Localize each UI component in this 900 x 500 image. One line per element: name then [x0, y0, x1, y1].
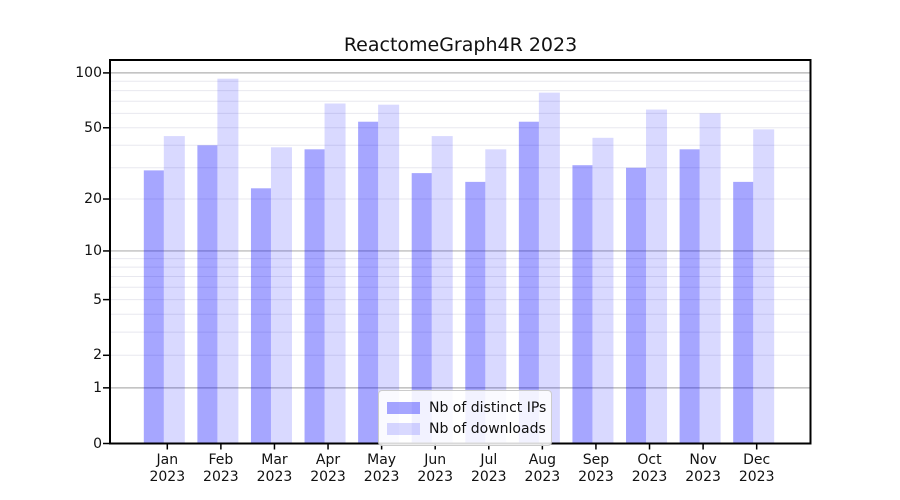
- bar-nb-of-downloads-nov-2023: [699, 113, 721, 444]
- x-tick-label-line: May: [367, 452, 397, 468]
- x-tick-label-sep-2023: Sep 2023: [564, 452, 628, 486]
- bar-nb-of-distinct-ips-may-2023: [358, 121, 379, 444]
- x-tick-label-line: 2023: [203, 469, 239, 485]
- legend-label-downloads: Nb of downloads: [429, 420, 546, 437]
- x-tick-label-nov-2023: Nov 2023: [671, 452, 735, 486]
- x-tick-label-line: Dec: [743, 452, 771, 468]
- x-tick-label-line: Jul: [480, 452, 498, 468]
- bar-nb-of-distinct-ips-aug-2023: [518, 121, 539, 444]
- bar-nb-of-downloads-sep-2023: [592, 137, 614, 444]
- legend-item-downloads: Nb of downloads: [387, 418, 546, 439]
- x-tick-label-line: 2023: [578, 469, 614, 485]
- x-tick-label-line: 2023: [470, 469, 507, 485]
- bar-nb-of-downloads-apr-2023: [324, 103, 346, 444]
- x-tick-label-oct-2023: Oct 2023: [618, 452, 682, 486]
- x-tick-label-line: Feb: [208, 452, 234, 468]
- bar-nb-of-downloads-jan-2023: [163, 136, 185, 444]
- bar-nb-of-downloads-jun-2023: [431, 136, 453, 444]
- y-tick-label-10: 10: [84, 242, 102, 259]
- x-tick-label-line: Aug: [528, 452, 557, 468]
- x-tick-label-may-2023: May 2023: [350, 452, 414, 486]
- x-tick-label-line: 2023: [310, 469, 346, 485]
- legend-label-distinct-ips: Nb of distinct IPs: [429, 399, 547, 416]
- bar-nb-of-distinct-ips-sep-2023: [572, 165, 593, 444]
- x-tick-label-aug-2023: Aug 2023: [510, 452, 574, 486]
- y-tick-label-0: 0: [93, 435, 102, 452]
- y-tick-label-1: 1: [93, 379, 102, 396]
- x-tick-label-line: 2023: [685, 469, 721, 485]
- x-tick-label-dec-2023: Dec 2023: [725, 452, 789, 486]
- bar-nb-of-downloads-feb-2023: [217, 78, 239, 444]
- x-tick-label-line: Oct: [637, 452, 662, 468]
- x-tick-label-line: Jun: [424, 452, 447, 468]
- x-tick-label-line: 2023: [524, 469, 561, 485]
- bar-nb-of-downloads-oct-2023: [646, 109, 668, 444]
- bar-nb-of-distinct-ips-feb-2023: [197, 145, 218, 444]
- x-tick-label-line: 2023: [417, 469, 453, 485]
- bar-nb-of-distinct-ips-jul-2023: [465, 181, 486, 444]
- x-tick-label-line: Mar: [261, 452, 288, 468]
- x-tick-label-line: Jan: [156, 452, 179, 468]
- bar-nb-of-distinct-ips-jan-2023: [143, 170, 164, 444]
- bar-nb-of-distinct-ips-dec-2023: [733, 181, 754, 444]
- bar-nb-of-distinct-ips-apr-2023: [304, 149, 325, 444]
- bar-nb-of-distinct-ips-nov-2023: [679, 149, 700, 444]
- x-tick-label-line: Nov: [689, 452, 717, 468]
- legend: Nb of distinct IPs Nb of downloads: [378, 390, 552, 446]
- x-tick-label-mar-2023: Mar 2023: [242, 452, 306, 486]
- bar-nb-of-downloads-dec-2023: [753, 129, 775, 444]
- x-tick-label-feb-2023: Feb 2023: [189, 452, 253, 486]
- x-tick-label-line: Sep: [582, 452, 610, 468]
- x-tick-label-line: 2023: [631, 469, 668, 485]
- bar-nb-of-distinct-ips-oct-2023: [626, 167, 647, 444]
- y-tick-label-2: 2: [93, 347, 102, 364]
- bar-nb-of-distinct-ips-jun-2023: [411, 173, 432, 444]
- y-tick-label-20: 20: [84, 191, 102, 208]
- x-tick-label-apr-2023: Apr 2023: [296, 452, 360, 486]
- legend-item-distinct-ips: Nb of distinct IPs: [387, 397, 547, 418]
- bar-nb-of-downloads-aug-2023: [538, 92, 560, 444]
- bar-nb-of-downloads-mar-2023: [270, 147, 292, 444]
- x-tick-label-jul-2023: Jul 2023: [457, 452, 521, 486]
- bar-nb-of-downloads-jul-2023: [485, 149, 507, 444]
- x-tick-label-line: 2023: [363, 469, 400, 485]
- x-tick-label-line: 2023: [256, 469, 293, 485]
- x-tick-label-jan-2023: Jan 2023: [135, 452, 199, 486]
- x-tick-label-line: 2023: [738, 469, 775, 485]
- bar-nb-of-distinct-ips-mar-2023: [250, 188, 271, 444]
- legend-swatch-distinct-ips: [387, 401, 420, 414]
- y-tick-label-50: 50: [84, 119, 102, 136]
- chart-title: ReactomeGraph4R 2023: [343, 34, 578, 56]
- legend-swatch-downloads: [387, 422, 420, 435]
- y-tick-label-5: 5: [93, 291, 102, 308]
- x-tick-label-line: 2023: [149, 469, 186, 485]
- x-tick-label-jun-2023: Jun 2023: [403, 452, 467, 486]
- x-tick-label-line: Apr: [315, 452, 341, 468]
- y-tick-label-100: 100: [75, 64, 102, 81]
- bar-nb-of-downloads-may-2023: [378, 104, 400, 444]
